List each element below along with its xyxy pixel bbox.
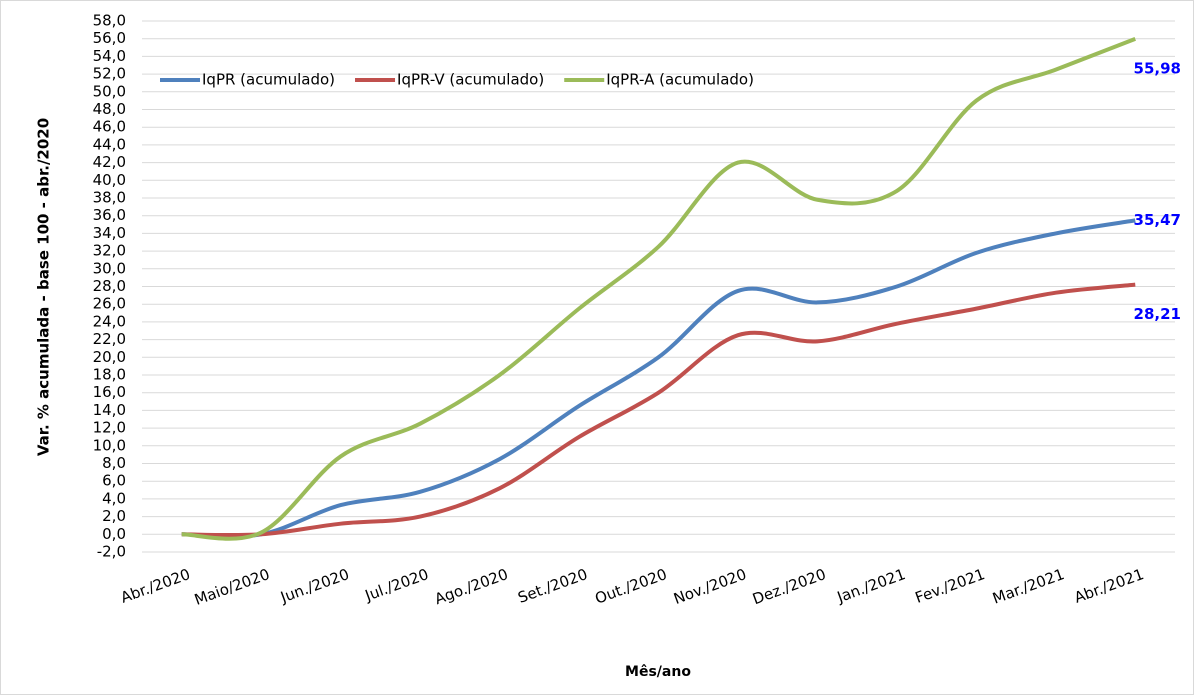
- y-tick-label: 22,0: [93, 330, 126, 348]
- y-tick-label: 20,0: [93, 348, 126, 366]
- y-tick-label: 56,0: [93, 29, 126, 47]
- data-label: 55,98: [1134, 59, 1181, 77]
- y-tick-label: 50,0: [93, 82, 126, 100]
- y-tick-label: 26,0: [93, 295, 126, 313]
- data-label: 28,21: [1134, 305, 1181, 323]
- legend-label: IqPR-V (acumulado): [397, 71, 544, 89]
- y-tick-label: 54,0: [93, 47, 126, 65]
- y-tick-label: 8,0: [102, 454, 126, 472]
- y-tick-label: 46,0: [93, 118, 126, 136]
- y-tick-label: 28,0: [93, 277, 126, 295]
- y-tick-label: 12,0: [93, 419, 126, 437]
- legend-label: IqPR-A (acumulado): [606, 71, 754, 89]
- y-tick-label: 32,0: [93, 242, 126, 260]
- data-line: [181, 218, 1136, 539]
- y-tick-label: 42,0: [93, 153, 126, 171]
- x-axis-title: Mês/ano: [625, 664, 691, 680]
- y-tick-label: 10,0: [93, 436, 126, 454]
- y-tick-label: 52,0: [93, 65, 126, 83]
- y-tick-label: 34,0: [93, 224, 126, 242]
- y-tick-label: -2,0: [97, 543, 126, 561]
- y-tick-label: 58,0: [93, 12, 126, 30]
- y-tick-label: 2,0: [102, 507, 126, 525]
- legend-label: IqPR (acumulado): [202, 71, 335, 89]
- y-tick-label: 18,0: [93, 366, 126, 384]
- y-tick-label: 44,0: [93, 135, 126, 153]
- y-tick-label: 24,0: [93, 312, 126, 330]
- y-tick-label: 4,0: [102, 489, 126, 507]
- data-line: [181, 37, 1136, 541]
- y-tick-label: 6,0: [102, 472, 126, 490]
- data-line: [181, 282, 1136, 538]
- y-tick-label: 40,0: [93, 171, 126, 189]
- y-tick-label: 38,0: [93, 189, 126, 207]
- y-tick-label: 30,0: [93, 259, 126, 277]
- y-tick-label: 16,0: [93, 383, 126, 401]
- y-axis-title: Var. % acumulada - base 100 - abr./2020: [35, 118, 53, 456]
- y-tick-label: 48,0: [93, 100, 126, 118]
- data-label: 35,47: [1134, 211, 1181, 229]
- y-tick-label: 0,0: [102, 525, 126, 543]
- y-tick-label: 14,0: [93, 401, 126, 419]
- y-tick-label: 36,0: [93, 206, 126, 224]
